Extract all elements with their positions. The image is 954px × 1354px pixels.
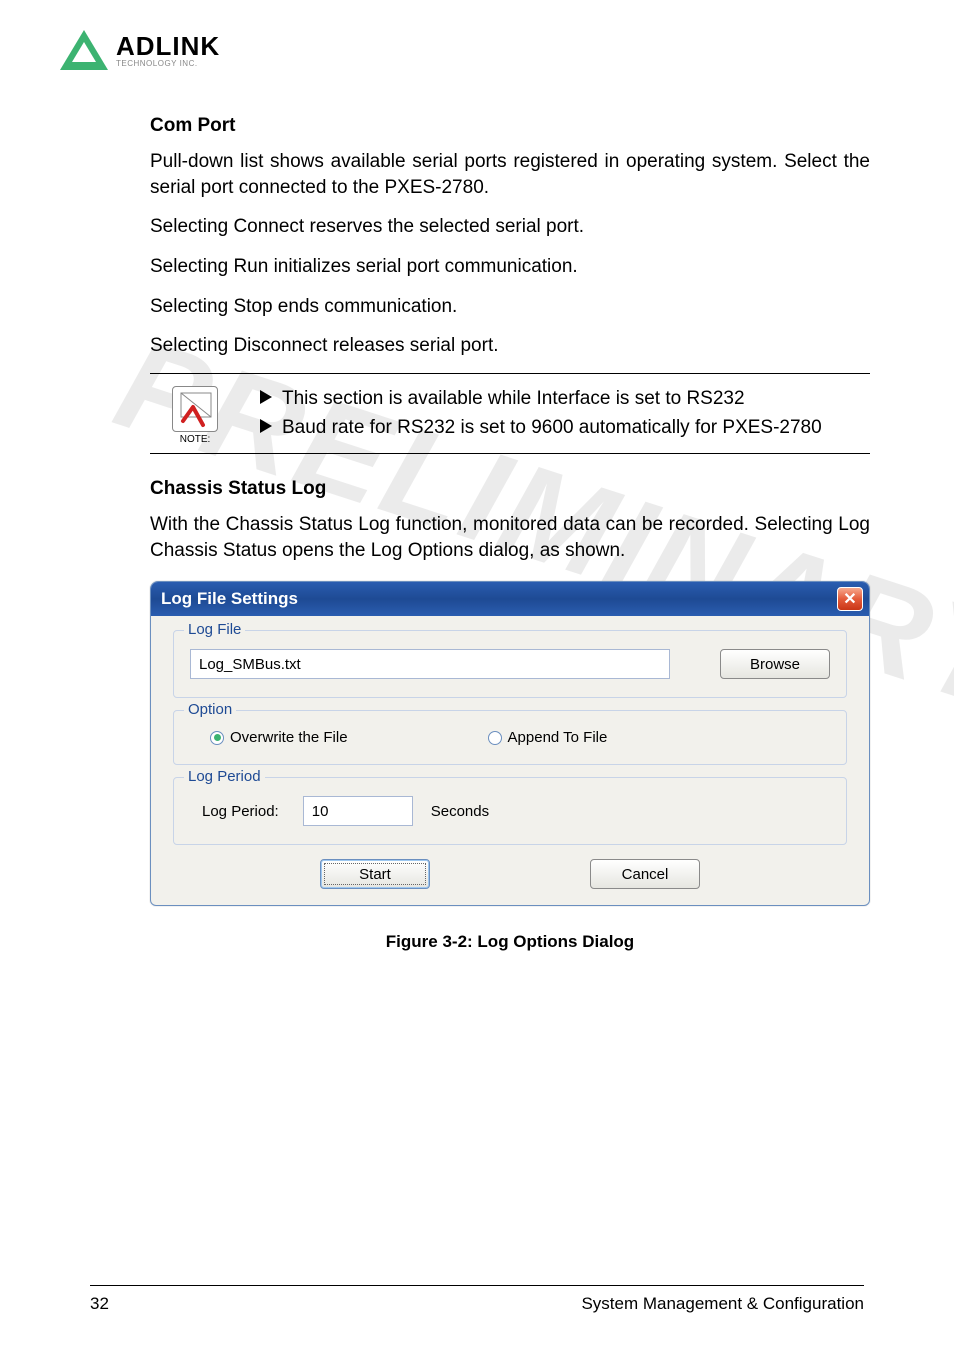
logo: ADLINK TECHNOLOGY INC.	[60, 30, 220, 70]
overwrite-radio-item[interactable]: Overwrite the File	[210, 729, 348, 746]
close-button[interactable]: ✕	[837, 587, 863, 611]
figure-caption: Figure 3-2: Log Options Dialog	[150, 932, 870, 952]
log-period-unit: Seconds	[431, 803, 489, 820]
note-list: This section is available while Interfac…	[240, 382, 870, 445]
append-radio-item[interactable]: Append To File	[488, 729, 608, 746]
note-item-text: This section is available while Interfac…	[282, 386, 745, 412]
radio-unchecked-icon	[488, 731, 502, 745]
note-box: NOTE: This section is available while In…	[150, 373, 870, 454]
note-item: Baud rate for RS232 is set to 9600 autom…	[260, 415, 870, 441]
log-file-group: Log File Browse	[173, 630, 847, 698]
paragraph: Selecting Stop ends communication.	[150, 294, 870, 320]
option-group: Option Overwrite the File Append To File	[173, 710, 847, 765]
paragraph: Pull-down list shows available serial po…	[150, 149, 870, 200]
logo-text-wrap: ADLINK TECHNOLOGY INC.	[116, 33, 220, 68]
overwrite-label: Overwrite the File	[230, 729, 348, 746]
log-period-legend: Log Period	[184, 768, 265, 785]
paragraph: Selecting Run initializes serial port co…	[150, 254, 870, 280]
page-footer: 32 System Management & Configuration	[90, 1285, 864, 1314]
period-row: Log Period: Seconds	[190, 796, 830, 826]
bullet-icon	[260, 419, 272, 433]
option-legend: Option	[184, 701, 236, 718]
note-item: This section is available while Interfac…	[260, 386, 870, 412]
log-file-settings-dialog: Log File Settings ✕ Log File Browse Opti…	[150, 581, 870, 906]
note-icon-cell: NOTE:	[150, 382, 240, 445]
log-file-legend: Log File	[184, 621, 245, 638]
page-content: Com Port Pull-down list shows available …	[150, 115, 870, 952]
note-item-text: Baud rate for RS232 is set to 9600 autom…	[282, 415, 822, 441]
note-icon	[172, 386, 218, 432]
page-number: 32	[90, 1294, 109, 1314]
logo-name: ADLINK	[116, 33, 220, 59]
heading-com-port: Com Port	[150, 115, 870, 137]
paragraph: Selecting Connect reserves the selected …	[150, 214, 870, 240]
file-row: Browse	[190, 649, 830, 679]
start-button[interactable]: Start	[320, 859, 430, 889]
dialog-body: Log File Browse Option Overwrite the Fil…	[151, 616, 869, 905]
dialog-title: Log File Settings	[161, 589, 298, 609]
append-label: Append To File	[508, 729, 608, 746]
bullet-icon	[260, 390, 272, 404]
heading-chassis-status-log: Chassis Status Log	[150, 478, 870, 500]
log-period-label: Log Period:	[202, 803, 279, 820]
paragraph: With the Chassis Status Log function, mo…	[150, 512, 870, 563]
radio-checked-icon	[210, 731, 224, 745]
log-period-group: Log Period Log Period: Seconds	[173, 777, 847, 845]
log-period-input[interactable]	[303, 796, 413, 826]
dialog-titlebar[interactable]: Log File Settings ✕	[151, 582, 869, 616]
option-radio-row: Overwrite the File Append To File	[190, 729, 830, 746]
browse-button[interactable]: Browse	[720, 649, 830, 679]
log-filename-input[interactable]	[190, 649, 670, 679]
cancel-button[interactable]: Cancel	[590, 859, 700, 889]
dialog-button-row: Start Cancel	[173, 859, 847, 889]
note-label: NOTE:	[180, 434, 211, 445]
footer-section: System Management & Configuration	[581, 1294, 864, 1314]
paragraph: Selecting Disconnect releases serial por…	[150, 333, 870, 359]
logo-mark	[60, 30, 108, 70]
close-icon: ✕	[843, 589, 856, 609]
